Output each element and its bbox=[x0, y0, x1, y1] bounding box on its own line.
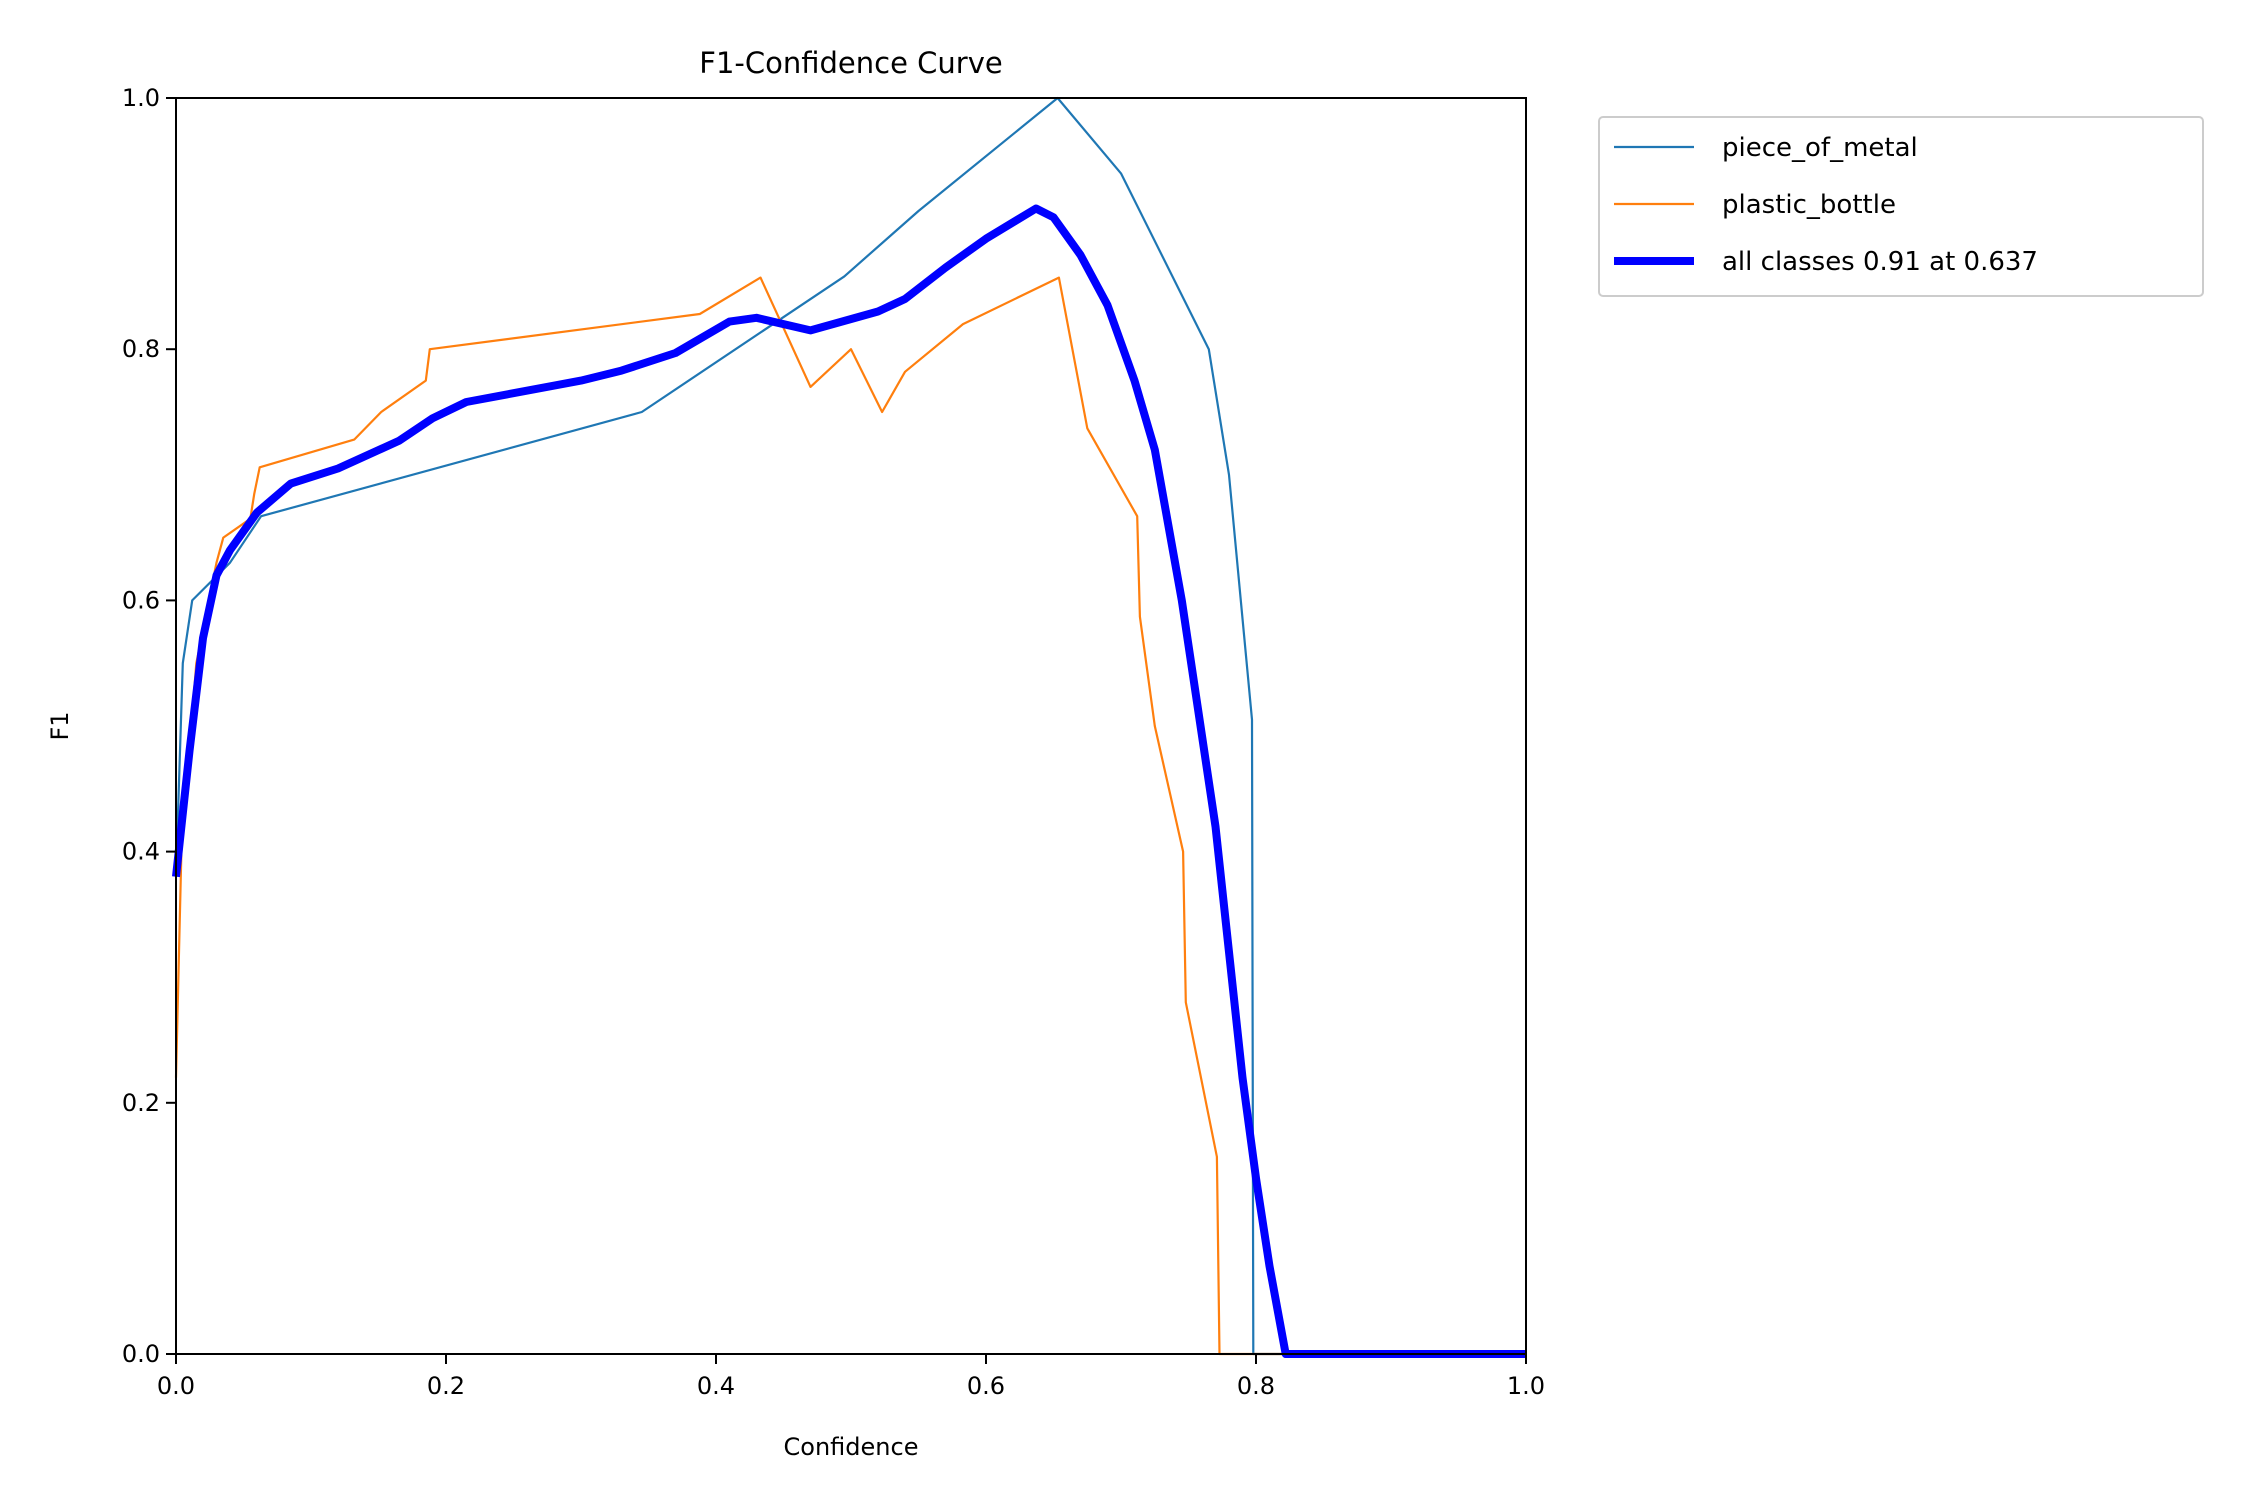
series-line-all bbox=[172, 204, 1526, 1358]
x-tick-label: 0.4 bbox=[697, 1372, 735, 1400]
y-tick-label: 0.2 bbox=[122, 1089, 160, 1117]
y-axis-label: F1 bbox=[46, 711, 74, 740]
legend-box bbox=[1598, 116, 2204, 297]
y-tick-label: 0.0 bbox=[122, 1340, 160, 1368]
chart-title: F1-Confidence Curve bbox=[699, 46, 1002, 80]
legend-label: plastic_bottle bbox=[1722, 190, 1896, 220]
y-tick-label: 0.6 bbox=[122, 586, 160, 614]
series-line-plastic-bottle bbox=[174, 276, 1526, 1356]
series-line-piece-of-metal bbox=[174, 96, 1526, 1356]
x-tick-label: 0.6 bbox=[967, 1372, 1005, 1400]
x-axis-label: Confidence bbox=[784, 1433, 919, 1461]
y-tick-label: 1.0 bbox=[122, 84, 160, 112]
x-tick-label: 0.2 bbox=[427, 1372, 465, 1400]
y-tick-label: 0.4 bbox=[122, 838, 160, 866]
x-tick-label: 0.0 bbox=[157, 1372, 195, 1400]
legend-label: piece_of_metal bbox=[1722, 133, 1918, 163]
plot-frame bbox=[175, 97, 1527, 1355]
x-tick-label: 0.8 bbox=[1237, 1372, 1275, 1400]
legend-label: all classes 0.91 at 0.637 bbox=[1722, 247, 2038, 277]
y-tick-label: 0.8 bbox=[122, 335, 160, 363]
x-tick-label: 1.0 bbox=[1507, 1372, 1545, 1400]
